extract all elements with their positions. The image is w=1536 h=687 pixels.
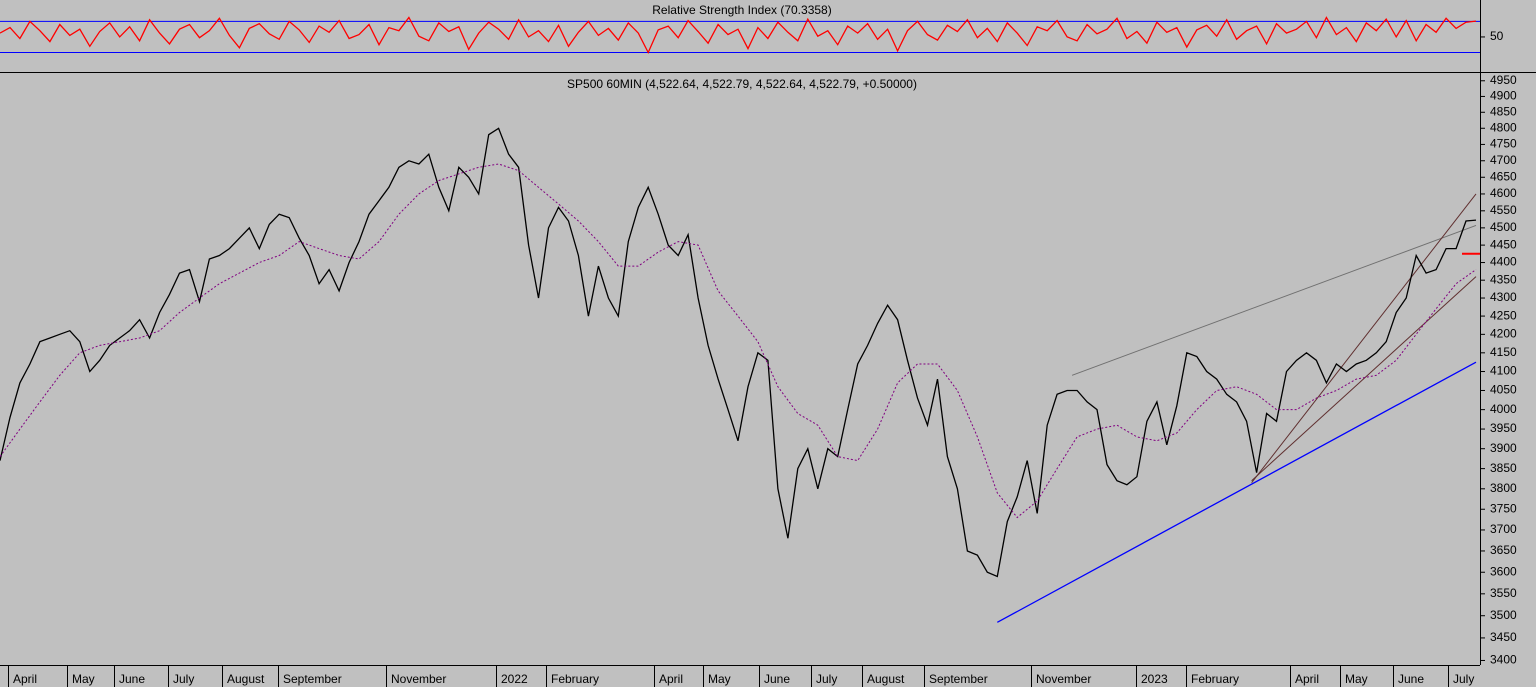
y-tick-label: 4150 (1490, 345, 1517, 359)
trend-line (1251, 193, 1477, 484)
y-tick-label: 4950 (1490, 73, 1517, 87)
y-tick-label: 4350 (1490, 272, 1517, 286)
y-tick-label: 3800 (1490, 481, 1517, 495)
y-tick-label: 4750 (1490, 137, 1517, 151)
y-tick-label: 4850 (1490, 104, 1517, 118)
x-tick-label: April (13, 672, 37, 686)
y-tick-label: 3550 (1490, 586, 1517, 600)
y-tick-label: 3950 (1490, 421, 1517, 435)
x-tick-label: July (1453, 672, 1474, 686)
y-tick-label: 3400 (1490, 653, 1517, 667)
trend-line (1071, 224, 1477, 376)
y-tick-label: 3900 (1490, 441, 1517, 455)
x-tick-label: 2022 (501, 672, 528, 686)
data-line (0, 127, 1477, 578)
x-tick-label: August (867, 672, 905, 686)
y-tick-label: 3650 (1490, 543, 1517, 557)
y-tick-label: 3500 (1490, 608, 1517, 622)
x-tick-label: July (816, 672, 837, 686)
x-tick-label: June (119, 672, 145, 686)
y-tick-label: 4500 (1490, 220, 1517, 234)
y-tick-label: 4000 (1490, 402, 1517, 416)
y-tick-label: 50 (1490, 29, 1504, 43)
y-tick-label: 4650 (1490, 169, 1517, 183)
y-tick-label: 3450 (1490, 630, 1517, 644)
x-tick-label: June (764, 672, 790, 686)
y-tick-label: 4200 (1490, 327, 1517, 341)
y-tick-label: 4300 (1490, 290, 1517, 304)
y-tick-label: 4900 (1490, 89, 1517, 103)
x-tick-label: May (1345, 672, 1368, 686)
price-title: SP500 60MIN (4,522.64, 4,522.79, 4,522.6… (567, 77, 917, 91)
moving-average (0, 163, 1477, 519)
y-tick-label: 3700 (1490, 522, 1517, 536)
y-tick-label: 4600 (1490, 186, 1517, 200)
x-tick-label: 2023 (1141, 672, 1168, 686)
y-tick-label: 4700 (1490, 153, 1517, 167)
rsi-title: Relative Strength Index (70.3358) (652, 3, 831, 17)
y-tick-label: 4550 (1490, 203, 1517, 217)
trend-line (1251, 276, 1477, 482)
y-tick-label: 3600 (1490, 564, 1517, 578)
x-tick-label: April (659, 672, 683, 686)
x-tick-label: November (391, 672, 446, 686)
y-tick-label: 4450 (1490, 237, 1517, 251)
x-tick-label: February (1191, 672, 1239, 686)
x-tick-label: September (929, 672, 988, 686)
x-tick-label: June (1398, 672, 1424, 686)
data-line (0, 16, 1477, 55)
y-tick-label: 3850 (1490, 461, 1517, 475)
x-tick-label: August (227, 672, 265, 686)
y-tick-label: 4800 (1490, 120, 1517, 134)
trend-line (996, 361, 1477, 623)
y-tick-label: 3750 (1490, 501, 1517, 515)
x-tick-label: May (72, 672, 95, 686)
x-tick-label: February (551, 672, 599, 686)
x-tick-label: May (708, 672, 731, 686)
x-tick-label: July (173, 672, 194, 686)
x-tick-label: September (283, 672, 342, 686)
y-tick-label: 4100 (1490, 364, 1517, 378)
y-tick-label: 4250 (1490, 308, 1517, 322)
x-tick-label: April (1295, 672, 1319, 686)
x-tick-label: November (1036, 672, 1091, 686)
y-tick-label: 4400 (1490, 255, 1517, 269)
y-tick-label: 4050 (1490, 383, 1517, 397)
